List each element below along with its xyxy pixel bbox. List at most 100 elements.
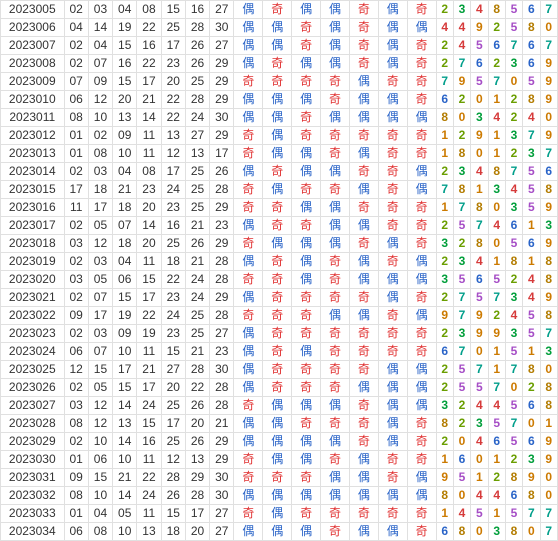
digit-cell: 0 — [471, 343, 488, 361]
number-cell: 24 — [185, 271, 209, 289]
number-cell: 16 — [113, 55, 137, 73]
odd-cell: 奇 — [292, 37, 321, 55]
table-row: 202302602051517202228偶奇奇奇偶偶偶2557028 — [1, 379, 558, 397]
digit-cell: 6 — [488, 37, 505, 55]
odd-cell: 奇 — [321, 325, 350, 343]
digit-cell: 8 — [505, 523, 522, 541]
issue-cell: 2023011 — [1, 109, 65, 127]
digit-cell: 7 — [505, 37, 522, 55]
digit-cell: 1 — [436, 505, 453, 523]
even-cell: 偶 — [292, 163, 321, 181]
even-cell: 偶 — [378, 361, 407, 379]
odd-cell: 奇 — [378, 451, 407, 469]
odd-cell: 奇 — [234, 145, 263, 163]
issue-cell: 2023034 — [1, 523, 65, 541]
digit-cell: 7 — [505, 163, 522, 181]
table-row: 202302703121424252628奇偶偶偶奇偶偶3244568 — [1, 397, 558, 415]
even-cell: 偶 — [349, 307, 378, 325]
odd-cell: 奇 — [234, 271, 263, 289]
digit-cell: 9 — [540, 73, 558, 91]
even-cell: 偶 — [378, 55, 407, 73]
even-cell: 偶 — [292, 397, 321, 415]
number-cell: 06 — [113, 271, 137, 289]
table-row: 202301201020911132729奇偶奇奇奇奇奇1291379 — [1, 127, 558, 145]
digit-cell: 0 — [540, 487, 558, 505]
digit-cell: 5 — [505, 433, 522, 451]
digit-cell: 2 — [436, 379, 453, 397]
digit-cell: 8 — [436, 109, 453, 127]
digit-cell: 7 — [540, 325, 558, 343]
odd-cell: 奇 — [378, 163, 407, 181]
digit-cell: 5 — [505, 19, 522, 37]
number-cell: 02 — [64, 163, 88, 181]
number-cell: 20 — [161, 379, 185, 397]
digit-cell: 2 — [523, 379, 540, 397]
number-cell: 12 — [161, 145, 185, 163]
number-cell: 20 — [137, 235, 161, 253]
number-cell: 25 — [185, 73, 209, 91]
number-cell: 22 — [185, 379, 209, 397]
digit-cell: 5 — [488, 271, 505, 289]
digit-cell: 2 — [436, 37, 453, 55]
digit-cell: 4 — [453, 505, 470, 523]
number-cell: 22 — [161, 109, 185, 127]
number-cell: 21 — [185, 253, 209, 271]
even-cell: 偶 — [321, 433, 350, 451]
digit-cell: 4 — [471, 163, 488, 181]
even-cell: 偶 — [263, 433, 292, 451]
digit-cell: 1 — [488, 505, 505, 523]
number-cell: 03 — [64, 397, 88, 415]
digit-cell: 1 — [488, 145, 505, 163]
digit-cell: 9 — [471, 325, 488, 343]
digit-cell: 1 — [471, 181, 488, 199]
number-cell: 03 — [88, 1, 112, 19]
digit-cell: 9 — [540, 451, 558, 469]
number-cell: 26 — [185, 37, 209, 55]
number-cell: 04 — [88, 505, 112, 523]
digit-cell: 8 — [471, 235, 488, 253]
table-row: 202303208101424262830偶偶偶偶偶偶偶8044680 — [1, 487, 558, 505]
number-cell: 02 — [88, 127, 112, 145]
digit-cell: 6 — [436, 91, 453, 109]
digit-cell: 7 — [436, 181, 453, 199]
issue-cell: 2023014 — [1, 163, 65, 181]
digit-cell: 3 — [505, 127, 522, 145]
number-cell: 22 — [137, 307, 161, 325]
digit-cell: 5 — [523, 325, 540, 343]
number-cell: 25 — [161, 235, 185, 253]
number-cell: 22 — [161, 91, 185, 109]
digit-cell: 3 — [488, 523, 505, 541]
odd-cell: 奇 — [349, 163, 378, 181]
number-cell: 29 — [210, 55, 234, 73]
issue-cell: 2023006 — [1, 19, 65, 37]
number-cell: 15 — [137, 415, 161, 433]
digit-cell: 9 — [471, 19, 488, 37]
digit-cell: 9 — [471, 307, 488, 325]
even-cell: 偶 — [234, 91, 263, 109]
number-cell: 30 — [210, 361, 234, 379]
number-cell: 21 — [113, 469, 137, 487]
odd-cell: 奇 — [321, 289, 350, 307]
number-cell: 16 — [137, 433, 161, 451]
odd-cell: 奇 — [321, 253, 350, 271]
digit-cell: 3 — [505, 325, 522, 343]
table-row: 202301902030411182128偶奇偶奇偶奇偶2341818 — [1, 253, 558, 271]
odd-cell: 奇 — [378, 505, 407, 523]
table-row: 202301301081011121317奇偶偶奇偶奇奇1801237 — [1, 145, 558, 163]
digit-cell: 4 — [523, 109, 540, 127]
odd-cell: 奇 — [378, 343, 407, 361]
odd-cell: 奇 — [263, 307, 292, 325]
number-cell: 28 — [185, 19, 209, 37]
even-cell: 偶 — [234, 325, 263, 343]
issue-cell: 2023012 — [1, 127, 65, 145]
even-cell: 偶 — [321, 487, 350, 505]
number-cell: 23 — [210, 217, 234, 235]
number-cell: 17 — [88, 199, 112, 217]
digit-cell: 2 — [453, 91, 470, 109]
number-cell: 29 — [210, 433, 234, 451]
digit-cell: 5 — [453, 271, 470, 289]
number-cell: 06 — [64, 91, 88, 109]
issue-cell: 2023015 — [1, 181, 65, 199]
even-cell: 偶 — [263, 397, 292, 415]
number-cell: 03 — [88, 163, 112, 181]
